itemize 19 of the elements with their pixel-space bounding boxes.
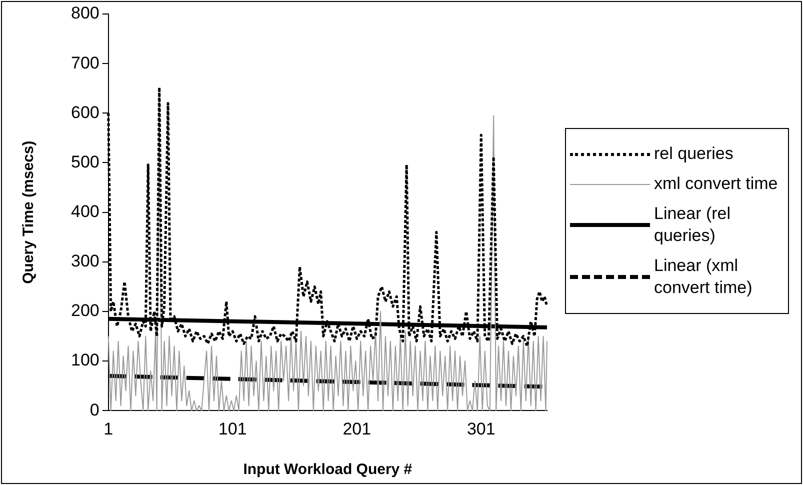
y-tick-label: 200	[70, 301, 100, 320]
legend-label: xml convert time	[654, 173, 779, 195]
legend-label: Linear (rel queries)	[654, 203, 732, 247]
x-axis-title: Input Workload Query #	[243, 461, 413, 478]
y-tick-label: 300	[70, 252, 100, 271]
y-tick-label: 0	[90, 400, 100, 420]
y-tick-label: 700	[70, 53, 100, 72]
legend-label: rel queries	[654, 143, 734, 165]
y-tick-label: 600	[70, 102, 100, 122]
x-tick-label: 1	[104, 419, 114, 438]
legend-label: Linear (xml convert time)	[654, 255, 754, 299]
y-tick-label: 500	[70, 152, 100, 172]
y-tick-label: 100	[70, 350, 100, 370]
x-tick-label: 301	[466, 419, 496, 438]
y-axis-title: Query Time (msecs)	[20, 140, 38, 284]
x-tick-label: 101	[218, 419, 247, 438]
y-tick-label: 400	[70, 202, 100, 221]
x-tick-label: 201	[342, 419, 372, 438]
y-tick-label: 800	[70, 4, 100, 23]
